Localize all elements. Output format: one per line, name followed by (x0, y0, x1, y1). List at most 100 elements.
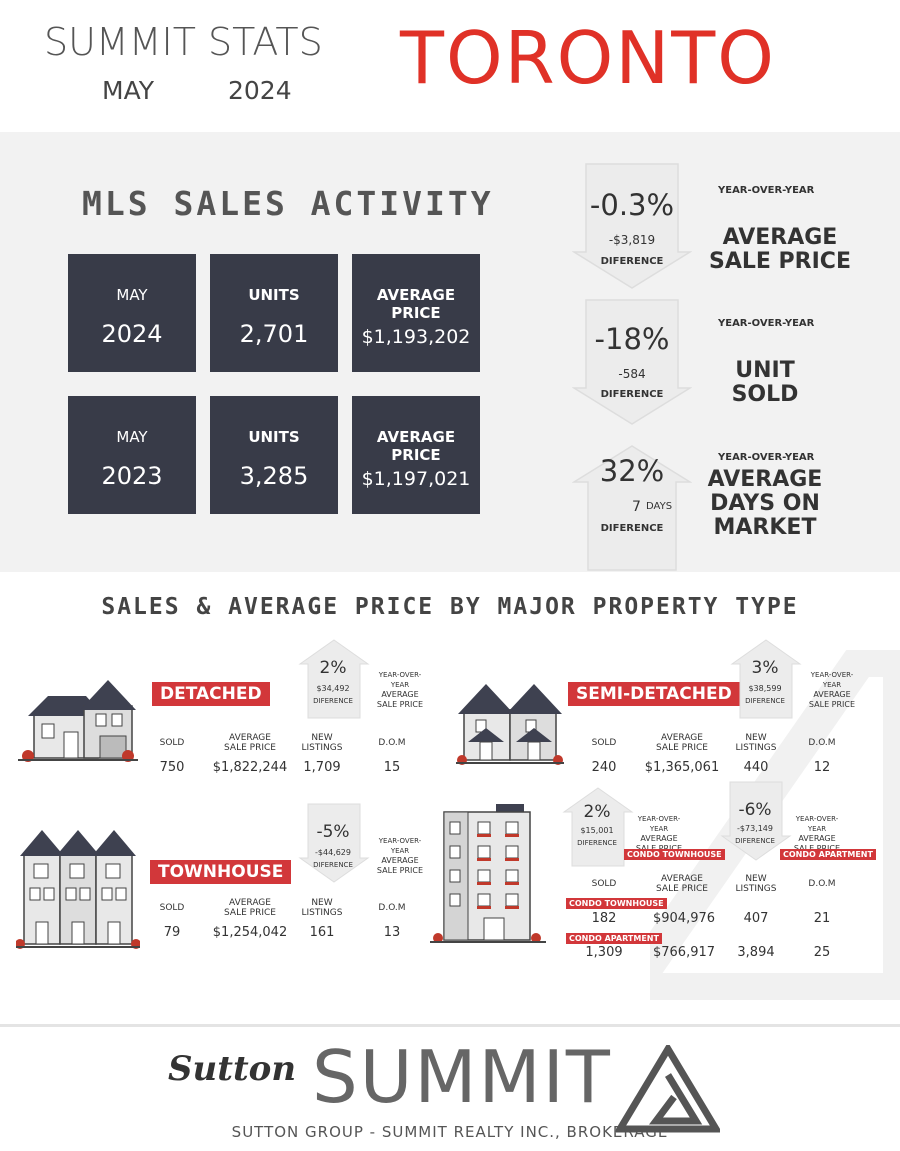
yoy-diff-label: DIFERENCE (600, 523, 664, 534)
type-yoy-diff: $15,001 (580, 826, 614, 835)
listings-value: 3,894 (737, 945, 775, 960)
col-dom: D.O.M (378, 738, 406, 748)
box-units-value: 3,285 (239, 462, 309, 490)
property-type-tag: CONDO APARTMENT (780, 849, 876, 860)
semi-detached-house-icon (456, 684, 564, 765)
property-type-tag: SEMI-DETACHED (568, 682, 740, 706)
type-yoy-pct: -5% (316, 822, 350, 842)
avg-price-value: $904,976 (652, 911, 716, 926)
sutton-logo: Sutton (168, 1049, 297, 1089)
avg-price-value: $1,365,061 (644, 760, 720, 775)
listings-value: 440 (743, 760, 769, 775)
stat-box-price-2024: AVERAGE PRICE $1,193,202 (352, 254, 480, 372)
section-title: MLS SALES ACTIVITY (82, 184, 494, 223)
report-month: MAY (102, 76, 155, 105)
yoy-metric-label: AVERAGE SALE PRICE (708, 225, 851, 274)
yoy-dom-diff-unit: DAYS (646, 501, 673, 512)
col-new-listings: NEW LISTINGS (735, 874, 777, 894)
property-type-tag: CONDO TOWNHOUSE (624, 849, 725, 860)
box-price-value: $1,193,202 (361, 326, 471, 348)
yoy-price-pct: -0.3% (589, 188, 675, 222)
stat-box-units-2024: UNITS 2,701 (210, 254, 338, 372)
city-title: TORONTO (400, 16, 776, 100)
yoy-diff-label: DIFERENCE (600, 389, 664, 400)
type-diff-label: DIFERENCE (745, 697, 785, 705)
col-new-listings: NEW LISTINGS (735, 733, 777, 753)
col-avg-price: AVERAGE SALE PRICE (224, 733, 276, 753)
up-arrow-icon (730, 639, 802, 719)
box-units-value: 2,701 (239, 320, 309, 348)
yoy-diff-label: DIFERENCE (600, 256, 664, 267)
down-arrow-icon (298, 803, 370, 883)
box-price-value: $1,197,021 (361, 468, 471, 490)
col-sold: SOLD (159, 903, 185, 913)
box-month: MAY (116, 428, 148, 446)
box-units-label: UNITS (248, 428, 300, 446)
stat-box-period-2023: MAY 2023 (68, 396, 196, 514)
header: SUMMIT STATS MAY 2024 TORONTO (0, 0, 900, 128)
summit-logo-icon (616, 1045, 720, 1133)
dom-value: 15 (383, 760, 401, 775)
summit-watermark-icon (650, 650, 900, 1000)
yoy-label: YEAR-OVER-YEAR (718, 318, 815, 329)
avg-price-value: $766,917 (652, 945, 716, 960)
type-yoy-pct: 2% (319, 658, 347, 678)
condo-building-icon (430, 804, 546, 943)
yoy-label: YEAR-OVER-YEAR (718, 185, 815, 196)
type-diff-label: DIFERENCE (735, 837, 775, 845)
section-title: SALES & AVERAGE PRICE BY MAJOR PROPERTY … (101, 594, 799, 620)
yoy-label: YEAR-OVER-YEAR (718, 452, 815, 463)
yoy-dom-diff: 7 (632, 499, 641, 515)
col-avg-price: AVERAGE SALE PRICE (224, 898, 276, 918)
col-sold: SOLD (591, 738, 617, 748)
col-avg-price: AVERAGE SALE PRICE (656, 874, 708, 894)
sold-value: 240 (591, 760, 617, 775)
footer: Sutton SUMMIT SUTTON GROUP - SUMMIT REAL… (0, 1024, 900, 1151)
type-diff-label: DIFERENCE (313, 697, 353, 705)
col-dom: D.O.M (808, 879, 836, 889)
report-year: 2024 (228, 76, 292, 105)
yoy-metric-label: UNIT SOLD (731, 358, 799, 407)
stat-box-period-2024: MAY 2024 (68, 254, 196, 372)
up-arrow-icon (298, 639, 370, 719)
listings-value: 161 (309, 925, 335, 940)
up-arrow-icon (562, 787, 634, 867)
stat-box-price-2023: AVERAGE PRICE $1,197,021 (352, 396, 480, 514)
mls-sales-section: MLS SALES ACTIVITY MAY 2024 UNITS 2,701 … (0, 132, 900, 572)
type-diff-label: DIFERENCE (577, 839, 617, 847)
dom-value: 12 (813, 760, 831, 775)
dom-value: 13 (383, 925, 401, 940)
yoy-price-diff: -$3,819 (608, 233, 656, 247)
row-tag: CONDO APARTMENT (566, 933, 662, 944)
col-dom: D.O.M (808, 738, 836, 748)
yoy-metric-label: AVERAGE DAYS ON MARKET (707, 467, 823, 540)
listings-value: 1,709 (303, 760, 341, 775)
type-yoy-diff: -$73,149 (737, 824, 773, 833)
brand-title: SUMMIT STATS (44, 20, 323, 64)
type-yoy-diff: $34,492 (316, 684, 350, 693)
sold-value: 79 (163, 925, 181, 940)
summit-logo-text: SUMMIT (312, 1035, 612, 1119)
avg-price-value: $1,822,244 (212, 760, 288, 775)
yoy-units-pct: -18% (594, 322, 670, 356)
property-type-tag: TOWNHOUSE (150, 860, 292, 884)
col-dom: D.O.M (378, 903, 406, 913)
box-year: 2024 (101, 320, 163, 348)
type-yoy-pct: -6% (738, 800, 772, 820)
box-price-label: AVERAGE PRICE (376, 428, 456, 464)
col-sold: SOLD (159, 738, 185, 748)
yoy-dom-pct: 32% (599, 454, 665, 488)
avg-price-value: $1,254,042 (212, 925, 288, 940)
listings-value: 407 (743, 911, 769, 926)
down-arrow-icon (720, 781, 792, 861)
box-month: MAY (116, 286, 148, 304)
down-arrow-icon (572, 163, 692, 289)
col-new-listings: NEW LISTINGS (301, 733, 343, 753)
type-yoy-diff: $38,599 (748, 684, 782, 693)
type-yoy-diff: -$44,629 (315, 848, 351, 857)
stat-box-units-2023: UNITS 3,285 (210, 396, 338, 514)
